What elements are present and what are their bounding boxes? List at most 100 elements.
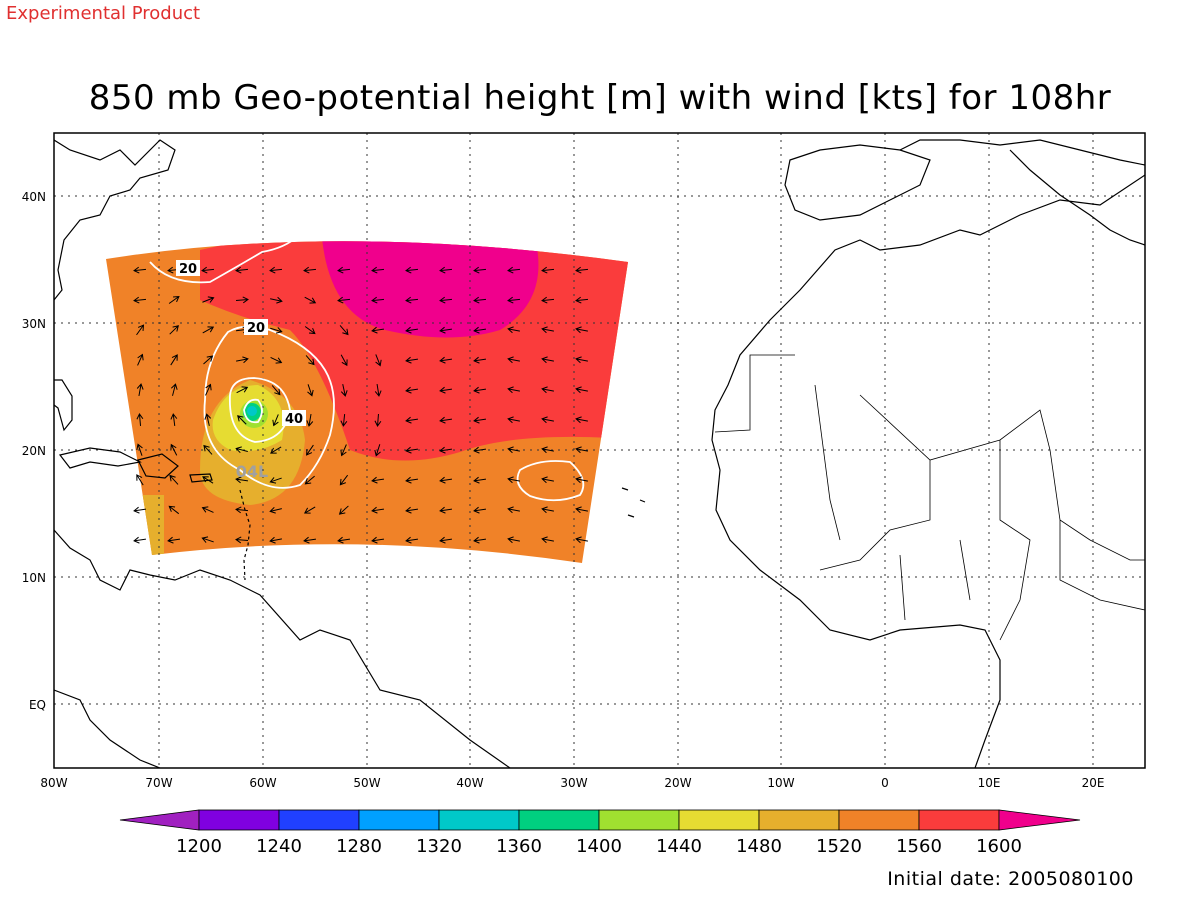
wind-arrow <box>136 324 145 336</box>
colorbar-swatch <box>838 809 920 831</box>
wind-arrow <box>136 474 144 486</box>
wind-arrow <box>507 536 520 544</box>
contour-label-group-3: 40 <box>282 410 306 427</box>
wind-arrow <box>203 444 213 455</box>
wind-arrow <box>405 446 419 454</box>
wind-arrow <box>473 326 487 334</box>
wind-arrow <box>235 296 249 304</box>
wind-arrow <box>405 326 419 334</box>
wind-arrow <box>473 536 487 544</box>
wind-arrow <box>541 296 555 304</box>
lon-labels: 80W 70W 60W 50W 40W 30W 20W 10W 0 10E 20… <box>40 776 1104 790</box>
colorbar-label: 1600 <box>976 836 1022 857</box>
wind-arrow <box>338 505 349 515</box>
wind-arrow <box>270 446 282 454</box>
colorbar-label: 1240 <box>256 836 302 857</box>
wind-arrow <box>439 326 453 334</box>
wind-arrow <box>507 356 520 364</box>
wind-arrow <box>405 356 419 364</box>
wind-arrow <box>507 386 520 394</box>
colorbar-swatch <box>438 809 520 831</box>
wind-arrow <box>439 416 453 424</box>
wind-arrow <box>303 536 317 544</box>
wind-arrow <box>507 326 520 334</box>
colorbar-label: 1520 <box>816 836 862 857</box>
colorbar-swatch <box>518 809 600 831</box>
wind-arrow <box>169 325 179 335</box>
wind-arrow <box>405 416 419 424</box>
contour-inner <box>243 398 263 424</box>
colorbar-arrow-low <box>119 809 200 831</box>
wind-arrow <box>507 446 520 454</box>
wind-arrow <box>269 477 282 484</box>
wind-arrow <box>507 476 520 484</box>
iberia-coast <box>784 144 931 221</box>
wind-arrow <box>405 386 419 394</box>
wind-arrow <box>575 356 588 364</box>
wind-arrow <box>405 536 419 544</box>
wind-arrow <box>340 444 347 457</box>
wind-arrow <box>541 416 554 424</box>
wind-arrow <box>271 385 281 396</box>
wind-arrow <box>304 475 315 485</box>
wind-arrow <box>439 386 453 394</box>
colorbar-label: 1440 <box>656 836 702 857</box>
lon-label: 80W <box>40 776 67 790</box>
wind-arrow <box>439 266 453 274</box>
contour-label-group-1: 20 <box>176 260 200 277</box>
wind-arrow <box>340 384 348 397</box>
wind-arrow <box>137 353 144 366</box>
wind-arrow <box>473 416 487 424</box>
cuba-coast <box>58 447 142 469</box>
wind-arrow <box>575 476 588 484</box>
colorbar-swatch <box>198 809 280 831</box>
lat-labels: 40N 30N 20N 10N EQ <box>22 190 46 712</box>
lon-label: 50W <box>353 776 380 790</box>
wind-arrow <box>203 355 214 365</box>
wind-arrow <box>205 383 212 396</box>
lon-label: 30W <box>560 776 587 790</box>
height-field <box>106 241 628 564</box>
storm-label: 04L <box>236 462 268 481</box>
wind-arrow <box>306 444 314 456</box>
wind-arrow <box>575 296 589 304</box>
wind-arrow <box>170 413 178 427</box>
lon-label: 20E <box>1082 776 1105 790</box>
puerto-rico-coast <box>189 473 213 483</box>
wind-contours <box>149 235 585 502</box>
wind-arrow <box>371 506 385 514</box>
wind-arrow <box>473 386 487 394</box>
wind-arrow <box>473 296 487 304</box>
colorbar-label: 1400 <box>576 836 622 857</box>
wind-arrow <box>202 296 215 303</box>
cape-verde <box>621 487 646 518</box>
map-title: 850 mb Geo-potential height [m] with win… <box>88 78 1112 118</box>
wind-arrow <box>575 446 588 454</box>
wind-arrow <box>439 506 453 514</box>
wind-arrow <box>439 446 453 454</box>
wind-arrow <box>340 413 348 427</box>
storm-ring-1360 <box>247 406 257 416</box>
contour-label: 20 <box>179 262 197 277</box>
wind-arrow <box>371 536 385 544</box>
colorbar <box>119 809 1081 831</box>
lat-label-30n: 30N <box>22 317 46 331</box>
colorbar-label: 1560 <box>896 836 942 857</box>
europe-coast <box>899 139 1145 166</box>
colorbar-label: 1360 <box>496 836 542 857</box>
wind-arrow <box>303 506 316 514</box>
contour-label: 20 <box>247 321 265 336</box>
wind-arrow <box>204 413 212 426</box>
wind-arrow <box>168 505 180 515</box>
wind-arrow <box>439 536 453 544</box>
wind-arrow <box>337 296 351 304</box>
coastlines <box>54 139 1145 768</box>
wind-arrow <box>237 415 247 425</box>
wind-arrow <box>340 354 348 367</box>
wind-arrow <box>136 443 143 456</box>
wind-arrow <box>439 356 453 364</box>
contour-label: 40 <box>285 412 303 427</box>
colorbar-swatch <box>678 809 760 831</box>
wind-arrow <box>473 266 487 274</box>
wind-arrow <box>236 386 249 394</box>
